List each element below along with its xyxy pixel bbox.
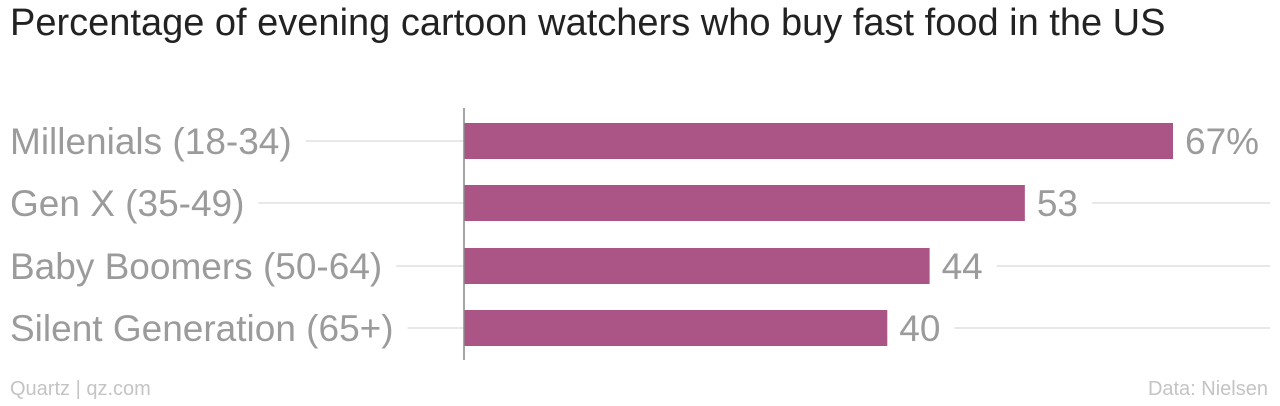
value-label: 40: [899, 308, 940, 349]
category-label: Silent Generation (65+): [10, 308, 394, 349]
chart-title: Percentage of evening cartoon watchers w…: [10, 2, 1166, 44]
bar: [464, 123, 1173, 159]
bar: [464, 248, 930, 284]
value-label: 44: [942, 246, 983, 287]
bar-chart: Millenials (18-34) 67% Gen X (35-49) 53 Baby…: [10, 108, 1270, 360]
value-label: 53: [1037, 183, 1078, 224]
value-label: 67%: [1185, 121, 1259, 162]
category-label: Baby Boomers (50-64): [10, 246, 382, 287]
category-label: Gen X (35-49): [10, 183, 244, 224]
source-credit: Quartz | qz.com: [10, 378, 151, 400]
category-label: Millenials (18-34): [10, 121, 292, 162]
bar: [464, 185, 1025, 221]
bar: [464, 310, 888, 346]
data-source: Data: Nielsen: [1147, 378, 1268, 400]
